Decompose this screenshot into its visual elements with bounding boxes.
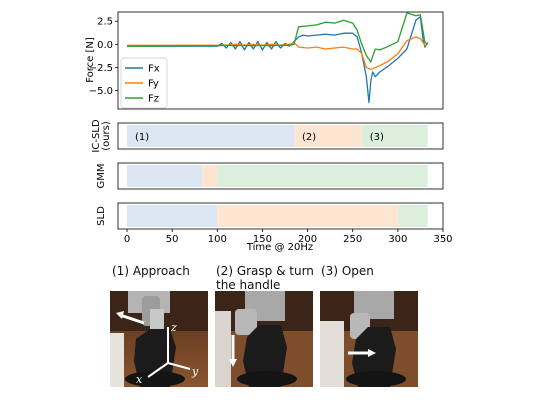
force-y-tick-label: −2.5 (89, 63, 113, 74)
x-tick-label: 50 (166, 234, 179, 245)
segment-2 (217, 205, 398, 227)
segment-1 (127, 165, 202, 187)
approach-arrow (119, 313, 145, 325)
strip-frame (117, 122, 444, 150)
photo-open (320, 291, 418, 387)
photo-grasp-turn (215, 291, 313, 387)
force-y-tick-label: 0.0 (97, 40, 113, 51)
caption-grasp-turn: (2) Grasp & turn the handle (216, 264, 314, 292)
strip-frame (117, 162, 444, 190)
time-x-ticks: 0 50 100 150 200 250 300 350 (124, 229, 453, 245)
segment-label: (1) (135, 132, 149, 143)
x-tick-label: 300 (388, 234, 407, 245)
x-tick-label: 200 (298, 234, 317, 245)
force-y-tick-label: 2.5 (97, 17, 113, 28)
segment-3 (397, 205, 428, 227)
segment-2 (294, 125, 362, 147)
legend-box (120, 57, 168, 109)
segment-1 (127, 205, 218, 227)
force-plot: 2.5 0.0 −2.5 −5.0 Force [N] Fx Fy Fz (85, 11, 444, 110)
legend-label-fx: Fx (148, 64, 160, 75)
x-tick-label: 150 (253, 234, 272, 245)
axis-label-z: z (170, 321, 177, 334)
force-y-axis-label: Force [N] (85, 37, 96, 83)
segment-3 (217, 165, 428, 187)
segment-1 (127, 125, 295, 147)
axis-label-y: y (191, 365, 199, 378)
x-tick-label: 250 (343, 234, 362, 245)
segment-label: (2) (302, 132, 316, 143)
segment-label: (3) (370, 132, 384, 143)
series-line-fz (126, 12, 429, 63)
segment-3 (361, 125, 428, 147)
series-line-fy (127, 36, 428, 70)
gmm-strip: GMM (96, 162, 444, 190)
x-tick-label: 100 (208, 234, 227, 245)
force-legend: Fx Fy Fz (120, 57, 168, 109)
series-line-fx (127, 15, 429, 104)
force-plot-frame (117, 11, 444, 110)
strip-y-label: SLD (96, 206, 107, 226)
sld-strip: SLD (96, 202, 444, 230)
caption-open: (3) Open (321, 264, 374, 278)
legend-label-fy: Fy (148, 79, 159, 90)
legend-label-fz: Fz (148, 94, 159, 105)
ic-sld-strip: (1) (2) (3) IC-SLD (ours) (91, 119, 444, 153)
photo-approach: z y x (110, 291, 208, 387)
strip-y-label: GMM (96, 163, 107, 188)
x-tick-label: 350 (433, 234, 452, 245)
force-series-lines (126, 12, 429, 104)
strip-y-label: (ours) (101, 121, 112, 151)
caption-approach: (1) Approach (112, 264, 190, 278)
force-y-ticks: 2.5 0.0 −2.5 −5.0 (89, 17, 118, 97)
x-tick-label: 0 (124, 234, 130, 245)
strip-y-label: IC-SLD (91, 119, 102, 152)
time-x-axis-label: Time @ 20Hz (246, 242, 313, 253)
segment-2 (201, 165, 218, 187)
strip-frame (117, 202, 444, 230)
axis-label-x: x (136, 373, 143, 386)
force-y-tick-label: −5.0 (89, 86, 113, 97)
